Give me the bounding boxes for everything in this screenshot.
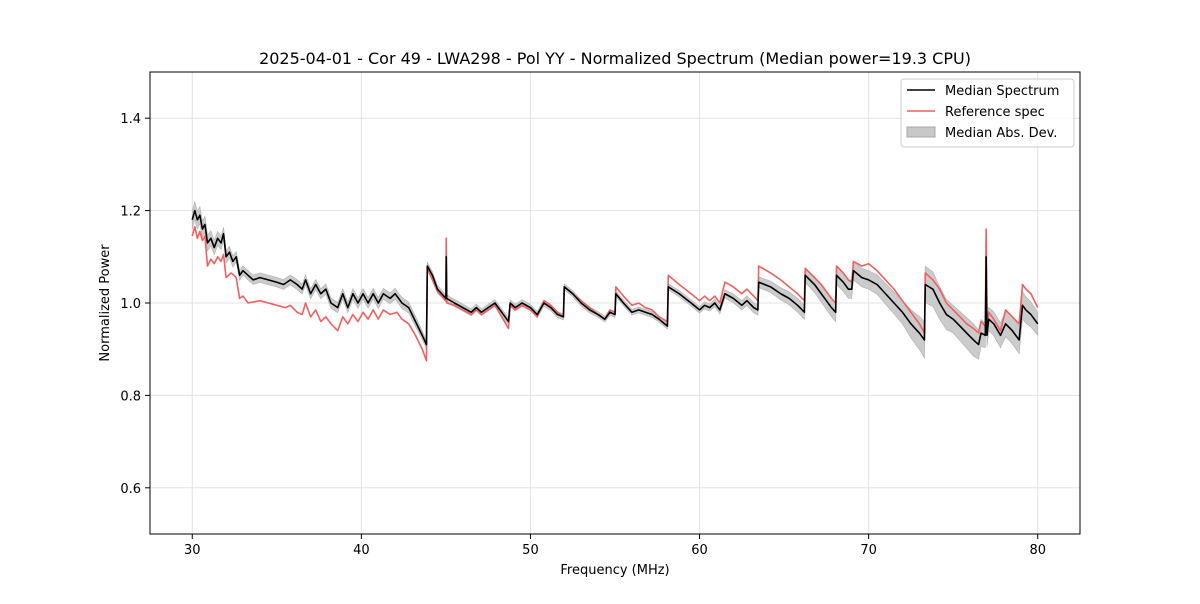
y-tick-label: 0.6 <box>120 482 141 497</box>
x-tick-label: 30 <box>184 543 201 558</box>
x-tick-label: 50 <box>522 543 539 558</box>
x-tick-label: 40 <box>353 543 370 558</box>
x-tick-label: 70 <box>860 543 877 558</box>
y-axis-label: Normalized Power <box>98 244 113 362</box>
x-tick-label: 80 <box>1029 543 1046 558</box>
median-spectrum-line <box>191 209 1039 346</box>
legend-mad-label: Median Abs. Dev. <box>945 126 1057 141</box>
x-tick-label: 60 <box>691 543 708 558</box>
y-tick-label: 0.8 <box>120 389 141 404</box>
legend-median-label: Median Spectrum <box>945 84 1059 99</box>
legend: Median Spectrum Reference spec Median Ab… <box>900 78 1075 148</box>
y-tick-label: 1.0 <box>120 297 141 312</box>
y-tick-label: 1.4 <box>120 112 141 127</box>
x-axis-label: Frequency (MHz) <box>560 563 669 578</box>
axis-ticks: 30 40 50 60 70 80 0.6 0.8 1.0 1.2 1.4 <box>120 112 1046 558</box>
legend-reference-label: Reference spec <box>945 105 1045 120</box>
legend-mad-patch-swatch <box>906 126 936 138</box>
series-layer <box>191 209 1039 362</box>
chart-title: 2025-04-01 - Cor 49 - LWA298 - Pol YY - … <box>259 49 971 68</box>
reference-spectrum-line <box>191 225 1039 362</box>
y-tick-label: 1.2 <box>120 205 141 220</box>
legend-box <box>900 78 1075 148</box>
